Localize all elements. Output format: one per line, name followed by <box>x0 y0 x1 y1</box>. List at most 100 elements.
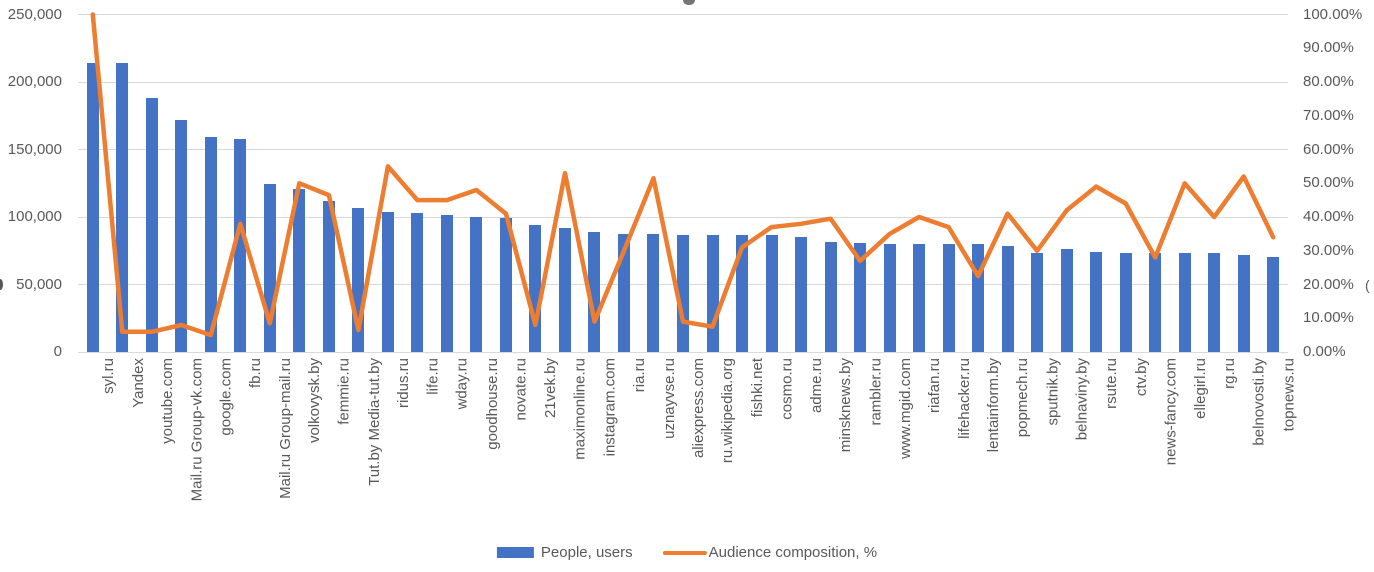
left-axis-tick-0: 0 <box>53 343 62 360</box>
category-label-Mail.ru Group-mail.ru: Mail.ru Group-mail.ru <box>276 358 294 499</box>
legend-line-swatch <box>662 550 707 555</box>
bar-fb.ru <box>234 138 247 352</box>
category-label-youtube.com: youtube.com <box>158 358 176 444</box>
bar-youtube.com <box>145 97 158 352</box>
category-label-ria.ru: ria.ru <box>630 358 648 393</box>
category-label-popmech.ru: popmech.ru <box>1014 358 1032 438</box>
bar-volkovysk.by <box>293 189 306 352</box>
category-label-topnews.ru: topnews.ru <box>1280 358 1298 432</box>
right-axis-tick-70.00%: 70.00% <box>1303 106 1354 124</box>
right-axis-tick-60.00%: 60.00% <box>1303 140 1354 158</box>
category-label-riafan.ru: riafan.ru <box>926 358 944 414</box>
category-label-ctv.by: ctv.by <box>1132 358 1150 397</box>
category-label-volkovysk.by: volkovysk.by <box>306 358 324 444</box>
right-axis-tick-0.00%: 0.00% <box>1303 343 1346 360</box>
category-label-novate.ru: novate.ru <box>512 358 530 421</box>
left-axis-tick-250,000: 250,000 <box>7 5 62 23</box>
category-label-ellegirl.ru: ellegirl.ru <box>1191 358 1209 419</box>
bar-minsknews.by <box>824 241 837 352</box>
gridline-150,000 <box>78 149 1288 150</box>
bar-life.ru <box>411 212 424 352</box>
bar-belnovosti.by <box>1237 255 1250 352</box>
gridline-250,000 <box>78 14 1288 15</box>
category-label-google.com: google.com <box>217 358 235 436</box>
bar-Mail.ru Group-vk.com <box>175 120 188 352</box>
bar-syl.ru <box>86 63 99 352</box>
category-label-instagram.com: instagram.com <box>601 358 619 457</box>
category-label-adme.ru: adme.ru <box>808 358 826 414</box>
gridline-200,000 <box>78 81 1288 83</box>
category-label-femmie.ru: femmie.ru <box>335 358 353 425</box>
right-axis-tick-10.00%: 10.00% <box>1303 309 1354 327</box>
category-label-ru.wikipedia.org: ru.wikipedia.org <box>719 358 737 464</box>
right-axis-tick-40.00%: 40.00% <box>1303 208 1354 225</box>
category-label-fb.ru: fb.ru <box>247 358 265 389</box>
category-label-Tut.by Media-tut.by: Tut.by Media-tut.by <box>365 358 383 486</box>
category-label-aliexpress.com: aliexpress.com <box>690 358 707 459</box>
category-label-life.ru: life.ru <box>424 358 442 395</box>
clipped-chart-title-glyph <box>683 0 695 5</box>
category-label-maximonline.ru: maximonline.ru <box>571 358 589 460</box>
category-label-lifehacker.ru: lifehacker.ru <box>955 358 973 439</box>
category-label-www.mgid.com: www.mgid.com <box>896 358 914 459</box>
category-label-rambler.ru: rambler.ru <box>867 358 885 426</box>
category-label-minsknews.by: minsknews.by <box>837 358 855 453</box>
category-label-ridus.ru: ridus.ru <box>394 358 412 409</box>
left-axis-tick-200,000: 200,000 <box>7 73 62 90</box>
legend: People, users Audience composition, % <box>496 544 877 561</box>
left-axis-tick-150,000: 150,000 <box>7 140 62 158</box>
bar-goodhouse.ru <box>470 217 483 352</box>
left-axis-tick-50,000: 50,000 <box>16 275 62 293</box>
bar-topnews.ru <box>1267 256 1280 352</box>
bar-uznayvse.ru <box>647 233 660 352</box>
bar-rsute.ru <box>1090 252 1103 352</box>
gridline-0 <box>78 351 1288 353</box>
bar-novate.ru <box>499 218 512 352</box>
bar-ellegirl.ru <box>1178 252 1191 352</box>
right-axis-tick-50.00%: 50.00% <box>1303 174 1354 192</box>
right-axis-tick-20.00%: 20.00% <box>1303 275 1354 293</box>
legend-bar-swatch <box>496 547 534 558</box>
right-axis-tick-80.00%: 80.00% <box>1303 73 1354 90</box>
bar-news-fancy.com <box>1149 252 1162 352</box>
right-axis-tick-100.00%: 100.00% <box>1303 5 1363 23</box>
right-axis-tick-90.00%: 90.00% <box>1303 39 1354 57</box>
right-axis-tick-30.00%: 30.00% <box>1303 241 1354 259</box>
category-label-Mail.ru Group-vk.com: Mail.ru Group-vk.com <box>188 358 206 502</box>
bar-instagram.com <box>588 231 601 352</box>
category-label-rsute.ru: rsute.ru <box>1103 358 1121 409</box>
bar-wday.ru <box>440 214 453 352</box>
bar-google.com <box>204 137 217 352</box>
bar-www.mgid.com <box>883 244 896 352</box>
bar-ridus.ru <box>381 211 394 352</box>
bar-rg.ru <box>1208 253 1221 352</box>
category-label-uznayvse.ru: uznayvse.ru <box>660 358 678 439</box>
bar-belnaviny.by <box>1060 248 1073 352</box>
category-label-belnaviny.by: belnaviny.by <box>1073 358 1091 441</box>
bar-popmech.ru <box>1001 246 1014 352</box>
bar-cosmo.ru <box>765 235 778 352</box>
clipped-right-edge-glyph: ( <box>1365 277 1370 293</box>
category-label-rg.ru: rg.ru <box>1221 358 1239 389</box>
category-label-goodhouse.ru: goodhouse.ru <box>483 358 501 450</box>
bar-rambler.ru <box>854 243 867 352</box>
category-label-21vek.by: 21vek.by <box>542 358 560 419</box>
category-label-news-fancy.com: news-fancy.com <box>1162 358 1180 466</box>
bar-sputnik.by <box>1031 252 1044 352</box>
bar-fishki.net <box>736 234 749 352</box>
clipped-left-axis-glyph <box>0 279 3 290</box>
legend-bar-label: People, users <box>540 544 633 561</box>
bar-riafan.ru <box>913 244 926 352</box>
bar-adme.ru <box>795 236 808 352</box>
gridline-100,000 <box>78 216 1288 218</box>
category-label-fishki.net: fishki.net <box>749 358 767 418</box>
category-label-Yandex: Yandex <box>129 358 147 408</box>
category-label-sputnik.by: sputnik.by <box>1044 358 1062 426</box>
bar-ctv.by <box>1119 253 1132 352</box>
category-label-cosmo.ru: cosmo.ru <box>778 358 796 420</box>
category-label-wday.ru: wday.ru <box>453 358 471 410</box>
category-label-lentainform.by: lentainform.by <box>985 358 1003 453</box>
bar-maximonline.ru <box>558 227 571 352</box>
